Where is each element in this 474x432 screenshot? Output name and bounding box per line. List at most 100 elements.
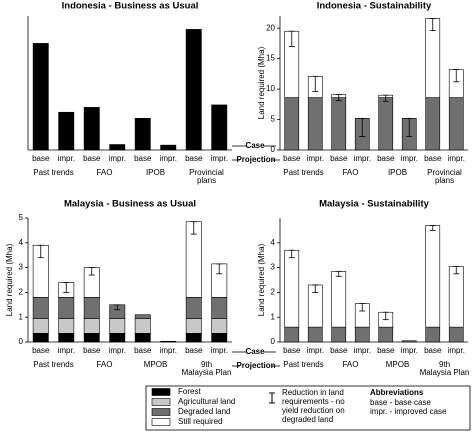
chart-title: Indonesia - Sustainability [317,1,432,12]
bar-segment [185,318,202,334]
legend-label: degraded land [282,415,333,424]
x-tick-label: impr. [401,154,418,163]
bar-segment [58,333,75,343]
x-tick-label: base [185,154,203,163]
y-tick-label: 4 [271,238,276,247]
bar [211,104,228,151]
y-tick-label: 0 [271,337,276,346]
group-label: MPOB [386,360,410,369]
bar-segment [425,225,441,328]
group-label: Past trends [33,168,73,177]
bar-segment [134,318,151,334]
x-tick-label: base [377,154,395,163]
bar-segment [32,333,49,343]
y-axis-label: Land required (Mha) [257,243,266,316]
group-label: plans [435,176,454,185]
x-tick-label: impr. [58,346,75,355]
legend-swatch [151,408,171,416]
y-tick-label: 5 [19,213,24,222]
bar-segment [83,333,100,343]
bar-segment [58,297,75,319]
legend-label: Agricultural land [178,397,235,406]
group-label: FAO [96,168,112,177]
bar-segment [307,97,323,151]
y-axis-label: Land required (Mha) [5,243,14,316]
legend-label: requirements - no [282,397,345,406]
x-tick-label: impr. [448,154,465,163]
group-label: Provincial [427,168,462,177]
legend-swatch [151,398,171,406]
x-tick-label: base [283,154,301,163]
y-axis-label: Land required (Mha) [257,46,266,119]
bar-segment [211,297,228,319]
group-label: plans [197,176,216,185]
bar-segment [160,340,177,343]
x-tick-label: base [83,154,101,163]
legend-label: Reduction in land [282,388,344,397]
legend-swatch [151,388,171,396]
bar-segment [448,97,464,151]
y-tick-label: 0 [271,145,276,154]
legend-label: yield reduction on [282,406,345,415]
annotation: Case [245,141,265,150]
x-tick-label: impr. [160,346,177,355]
y-tick-label: 3 [271,263,276,272]
x-tick-label: base [424,154,442,163]
x-tick-label: impr. [307,346,324,355]
chart-title: Indonesia - Business as Usual [62,1,199,12]
y-tick-label: 4 [19,238,24,247]
bar-segment [83,297,100,319]
y-tick-label: 10 [266,84,275,93]
bar-segment [331,326,347,343]
bar-segment [58,318,75,334]
bar-segment [134,333,151,343]
annotation: Projection [236,361,275,370]
bar-segment [109,318,126,334]
bar-segment [83,318,100,334]
bar-segment [378,326,394,343]
legend-label: Degraded land [178,407,230,416]
group-label: Past trends [33,360,73,369]
group-label: 9th [439,360,450,369]
bar-segment [185,333,202,343]
legend-label: Still required [178,417,222,426]
bar-segment [378,97,394,151]
x-tick-label: base [32,154,50,163]
legend-swatch [151,418,171,426]
y-tick-label: 5 [271,115,276,124]
x-tick-label: impr. [448,346,465,355]
bar-segment [425,326,441,343]
group-label: FAO [96,360,112,369]
bar-segment [354,326,370,343]
y-tick-label: 3 [19,263,24,272]
bar-segment [284,97,300,151]
group-label: Malaysia Plan [182,368,232,377]
bar-segment [211,318,228,334]
bar-segment [448,326,464,343]
bar-segment [331,271,347,328]
y-tick-label: 15 [266,54,275,63]
bar-segment [284,249,300,328]
bar [109,144,126,151]
x-tick-label: base [185,346,203,355]
bar [160,144,177,151]
x-tick-label: impr. [58,154,75,163]
group-label: Provincial [189,168,224,177]
bar [185,29,202,151]
annotation: Projection [236,155,275,164]
group-label: Malaysia Plan [420,368,470,377]
x-tick-label: base [377,346,395,355]
x-tick-label: base [32,346,50,355]
bar [58,111,75,151]
abbrev-line: base - base case [370,398,431,407]
x-tick-label: impr. [211,346,228,355]
x-tick-label: impr. [109,346,126,355]
bar-segment [331,97,347,151]
abbrev-line: impr. - improved case [370,407,447,416]
bar [134,118,151,151]
bar-segment [425,97,441,151]
x-tick-label: base [424,346,442,355]
legend-box [145,385,471,431]
y-tick-label: 2 [271,288,276,297]
